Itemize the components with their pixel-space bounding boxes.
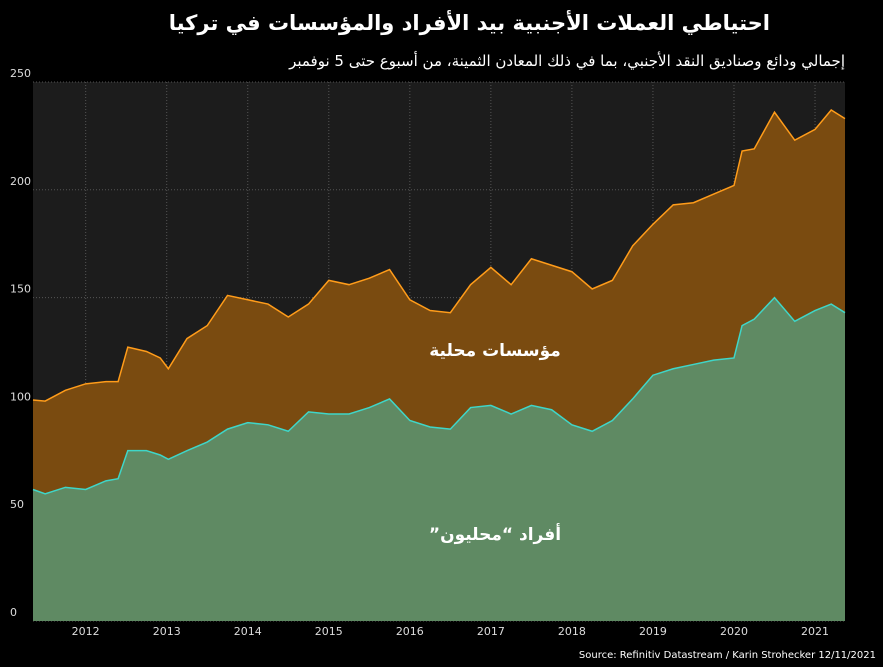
x-tick-label: 2020: [720, 625, 748, 638]
area: [33, 297, 845, 621]
x-tick-label: 2017: [477, 625, 505, 638]
area-label: مؤسسات محلية: [429, 341, 561, 361]
x-tick-label: 2012: [72, 625, 100, 638]
chart-subtitle: إجمالي ودائع وصناديق النقد الأجنبي، بما …: [288, 51, 845, 71]
area-line: [32, 296, 846, 495]
x-tick-label: 2016: [396, 625, 424, 638]
y-tick-label: 50: [10, 498, 24, 511]
y-tick-label: 0: [10, 606, 17, 619]
x-tick-label: 2014: [234, 625, 262, 638]
x-tick-label: 2013: [153, 625, 181, 638]
area-label: أفراد “محليون”: [429, 523, 561, 545]
x-tick-label: 2018: [558, 625, 586, 638]
chart-title: احتياطي العملات الأجنبية بيد الأفراد وال…: [169, 9, 770, 35]
x-tick-label: 2015: [315, 625, 343, 638]
area-line: [32, 109, 846, 402]
x-tick-label: 2021: [801, 625, 829, 638]
y-tick-label: 200: [10, 175, 31, 188]
y-tick-label: 150: [10, 283, 31, 296]
x-tick-label: 2019: [639, 625, 667, 638]
y-tick-label: 250: [10, 67, 31, 80]
source: Source: Refinitiv Datastream / Karin Str…: [579, 650, 876, 661]
area: [33, 110, 845, 494]
y-tick-label: 100: [10, 390, 31, 403]
